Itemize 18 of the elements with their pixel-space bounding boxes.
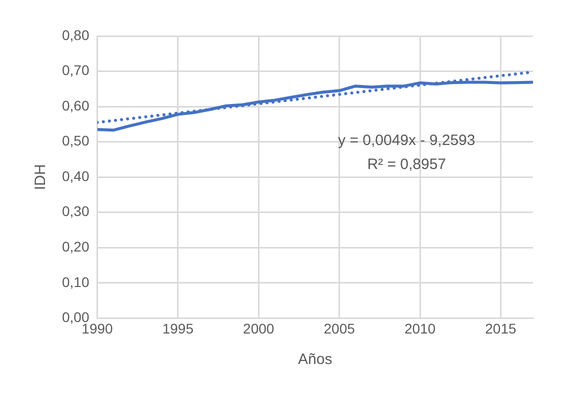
x-tick-label: 1995 [162,320,194,336]
x-tick-label: 2015 [485,320,516,336]
x-tick-label: 2000 [243,320,274,336]
y-tick-label: 0,80 [62,26,90,43]
y-tick-label: 0,60 [62,97,90,114]
annotation: y = 0,0049x - 9,2593 [338,132,476,150]
y-tick-label: 0,10 [62,274,90,290]
x-tick-label: 2010 [404,320,436,336]
y-tick-label: 0,30 [62,203,90,220]
y-tick-label: 0,20 [62,238,90,255]
annotation: R² = 0,8957 [367,156,446,174]
y-tick-label: 0,50 [62,132,90,149]
y-axis-title: IDH [32,164,50,190]
y-tick-label: 0,40 [62,168,90,184]
x-axis-title: Años [298,351,332,368]
y-tick-label: 0,00 [62,309,90,326]
x-tick-label: 2005 [324,320,356,336]
y-tick-label: 0,70 [62,62,90,78]
